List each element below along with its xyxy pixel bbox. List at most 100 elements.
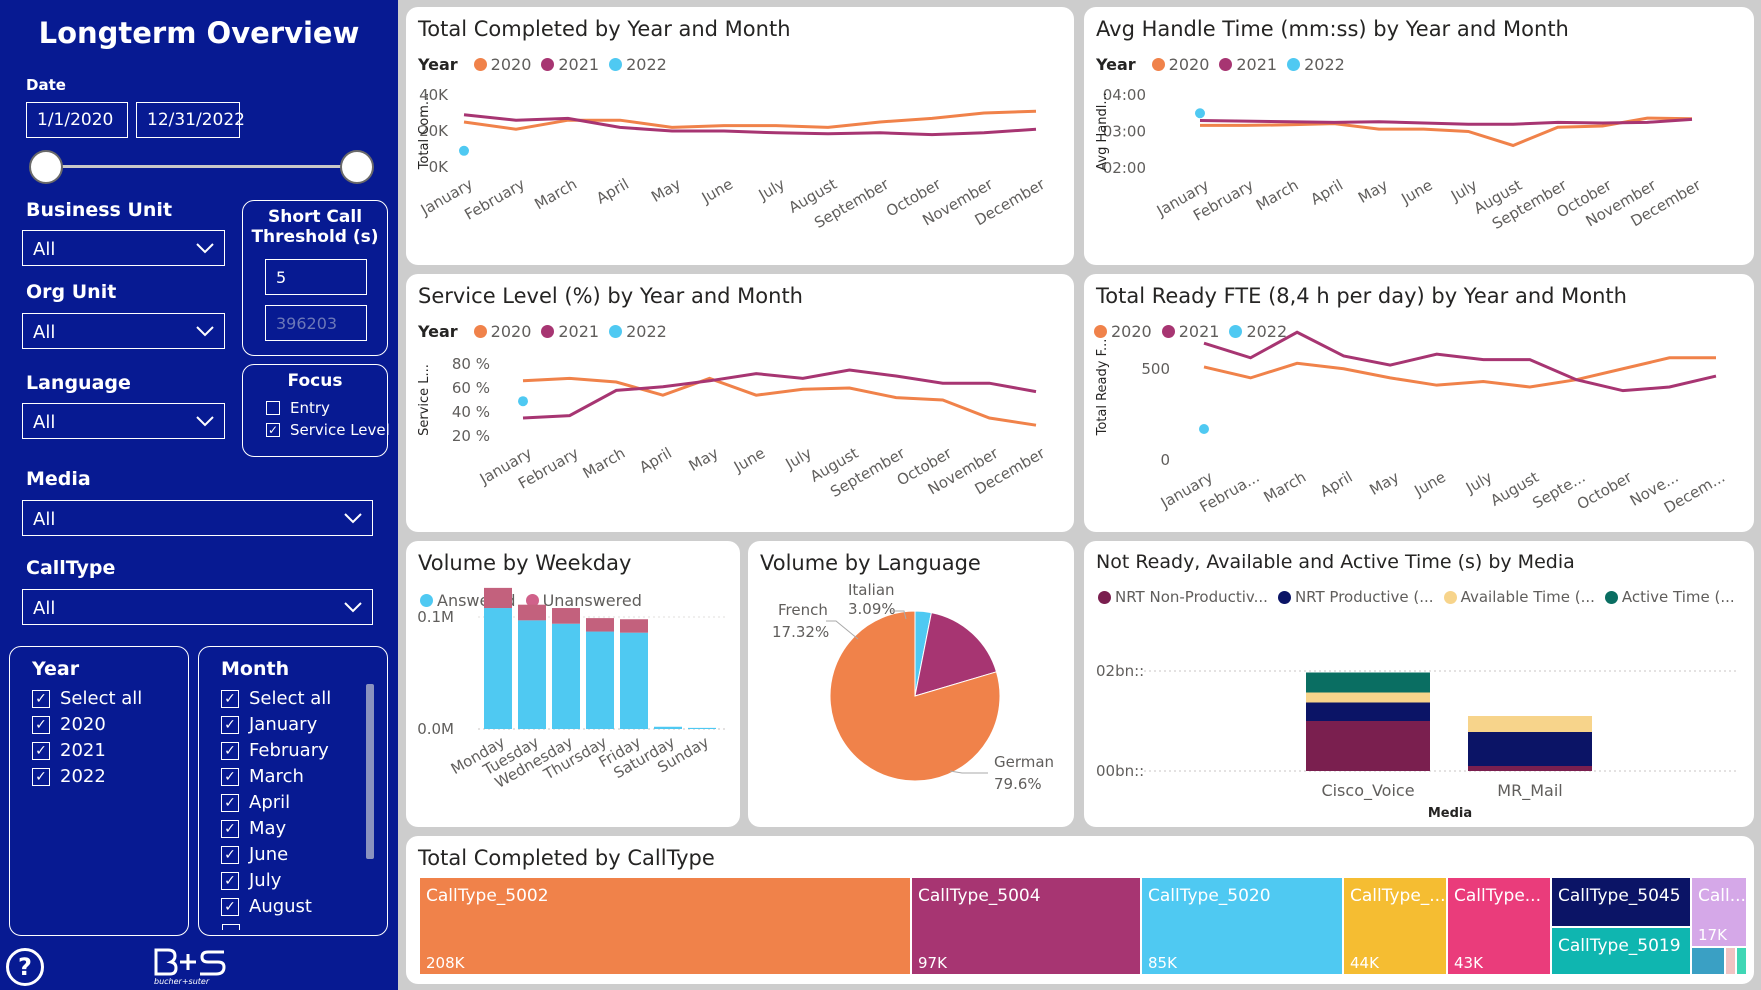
checkbox-checked-icon[interactable]: ✓ [266,423,280,437]
language-dropdown[interactable]: All [22,403,225,439]
checkbox-checked-icon[interactable]: ✓ [221,845,239,864]
legend-item-2020[interactable]: 2020 [1168,55,1210,74]
volume-by-language-pie[interactable]: Volume by Language Italian 3.09% French 17.… [748,541,1074,827]
legend-item-unanswered[interactable]: Unanswered [542,591,642,610]
calltype-label: CallType [26,557,116,579]
bar-segment [1306,721,1430,771]
legend-dot-available [1443,590,1457,604]
bar-unanswered [586,618,614,632]
treemap-tile[interactable]: CallType_5045 [1552,878,1690,926]
checkbox-checked-icon[interactable]: ✓ [221,793,239,812]
legend-item-nrt-nonproductive[interactable]: NRT Non-Productiv... [1115,588,1268,606]
focus-option-entry[interactable]: Entry [266,399,330,417]
date-slider-track[interactable] [46,165,358,168]
chart-title: Service Level (%) by Year and Month [418,284,803,308]
series-line-2020 [522,376,1037,427]
total-completed-line-chart[interactable]: Total Completed by Year and Month Year 2… [406,7,1074,265]
bar-unanswered [518,604,546,621]
legend-item-2021[interactable]: 2021 [1236,55,1278,74]
treemap-tile[interactable]: CallType... 43K [1448,878,1550,974]
treemap-tile[interactable]: CallType_5020 85K [1142,878,1342,974]
checkbox-checked-icon[interactable]: ✓ [32,689,50,708]
month-item-label: June [249,844,289,865]
treemap-tile[interactable]: CallType_5002 208K [420,878,910,974]
date-slider-start-handle[interactable] [29,150,63,184]
month-slicer-scrollbar[interactable] [366,684,374,859]
org-unit-dropdown[interactable]: All [22,313,225,349]
checkbox-checked-icon[interactable]: ✓ [221,767,239,786]
x-tick-label: May [648,175,684,206]
focus-option-service-level[interactable]: ✓ Service Level [266,421,390,439]
calltype-dropdown[interactable]: All [22,589,373,625]
bar-unanswered [620,619,648,633]
checkbox-checked-icon[interactable]: ✓ [221,689,239,708]
checkbox-checked-icon[interactable]: ✓ [221,741,239,760]
bar-answered [552,623,580,729]
bar-answered [654,726,682,729]
volume-by-weekday-chart[interactable]: Volume by Weekday Answered Unanswered 0.… [406,541,740,827]
treemap-tile[interactable]: CallType_... 44K [1344,878,1446,974]
legend-item-2022[interactable]: 2022 [626,55,667,74]
treemap-tile-value: 43K [1454,954,1483,972]
treemap-tile[interactable]: CallType_5004 97K [912,878,1140,974]
treemap-tile[interactable] [1692,948,1724,974]
help-icon[interactable]: ? [6,948,44,986]
month-item-label: March [249,766,304,787]
short-call-threshold-placeholder[interactable]: 396203 [265,305,367,341]
treemap-tile-label: CallType_5002 [426,886,549,906]
date-slider-end-handle[interactable] [340,150,374,184]
checkbox-checked-icon[interactable]: ✓ [32,741,50,760]
legend-item-available[interactable]: Available Time (... [1460,588,1595,606]
date-to-input[interactable]: 12/31/2022 [136,102,245,138]
service-level-line-chart[interactable]: Service Level (%) by Year and Month Year… [406,274,1074,532]
year-item[interactable]: ✓ Select all [32,688,142,709]
checkbox-checked-icon[interactable]: ✓ [221,819,239,838]
bar-answered [484,608,512,729]
treemap-tile[interactable] [1726,948,1735,974]
legend-item-2022[interactable]: 2022 [1304,55,1345,74]
legend-dot-unanswered [525,594,539,607]
month-item[interactable]: ✓ July [221,870,281,891]
checkbox-unchecked-icon[interactable] [266,401,280,415]
checkbox-checked-icon[interactable]: ✓ [32,767,50,786]
checkbox-checked-icon[interactable]: ✓ [221,897,239,916]
media-dropdown[interactable]: All [22,500,373,536]
business-unit-dropdown[interactable]: All [22,230,225,266]
month-item[interactable]: ✓ February [221,740,329,761]
checkbox-checked-icon[interactable]: ✓ [221,871,239,890]
checkbox-checked-icon[interactable]: ✓ [221,715,239,734]
month-item[interactable]: ✓ June [221,844,288,865]
y-axis-title: Avg Handl... [1095,92,1110,170]
checkbox-checked-icon[interactable]: ✓ [32,715,50,734]
month-item[interactable]: ✓ March [221,766,304,787]
treemap-tile-label: CallType_5045 [1558,886,1681,906]
legend-item-2021[interactable]: 2021 [1178,322,1220,341]
legend-item-nrt-productive[interactable]: NRT Productive (... [1294,588,1434,606]
year-item[interactable]: ✓ 2021 [32,740,106,761]
legend-item-active[interactable]: Active Time (... [1621,588,1735,606]
short-call-threshold-input[interactable]: 5 [265,259,367,295]
treemap-tile[interactable]: CallType_5019 [1552,928,1690,974]
bar-answered [518,620,546,729]
legend-item-2022[interactable]: 2022 [626,322,667,341]
legend-item-2020[interactable]: 2020 [490,322,532,341]
treemap-tile[interactable]: Call... 17K [1692,878,1746,946]
date-from-input[interactable]: 1/1/2020 [26,102,128,138]
year-item[interactable]: ✓ 2020 [32,714,106,735]
legend-item-2021[interactable]: 2021 [558,322,600,341]
legend-item-2022[interactable]: 2022 [1246,322,1288,341]
time-by-media-chart[interactable]: Not Ready, Available and Active Time (s)… [1084,541,1754,827]
month-item[interactable]: ✓ May [221,818,286,839]
month-item[interactable]: ✓ August [221,896,312,917]
calltype-treemap[interactable]: Total Completed by CallType CallType_500… [406,836,1754,984]
legend-item-2021[interactable]: 2021 [558,55,600,74]
legend-item-2020[interactable]: 2020 [490,55,532,74]
legend-item-2020[interactable]: 2020 [1111,322,1152,341]
treemap-tile[interactable] [1737,948,1746,974]
month-item[interactable]: ✓ January [221,714,317,735]
month-item[interactable]: ✓ Select all [221,688,331,709]
aht-line-chart[interactable]: Avg Handle Time (mm:ss) by Year and Mont… [1084,7,1754,265]
year-item[interactable]: ✓ 2022 [32,766,106,787]
month-item[interactable]: ✓ April [221,792,290,813]
ready-fte-line-chart[interactable]: Total Ready FTE (8,4 h per day) by Year … [1084,274,1754,532]
